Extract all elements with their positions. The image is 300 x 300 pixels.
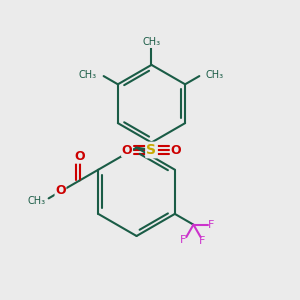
Text: CH₃: CH₃ — [142, 37, 160, 47]
Text: O: O — [171, 143, 181, 157]
Text: O: O — [74, 150, 85, 163]
Text: O: O — [55, 184, 66, 197]
Text: O: O — [122, 143, 132, 157]
Text: S: S — [146, 143, 157, 157]
Text: CH₃: CH₃ — [79, 70, 97, 80]
Text: F: F — [180, 235, 187, 245]
Text: F: F — [208, 220, 214, 230]
Text: F: F — [199, 236, 205, 246]
Text: CH₃: CH₃ — [28, 196, 46, 206]
Text: CH₃: CH₃ — [206, 70, 224, 80]
